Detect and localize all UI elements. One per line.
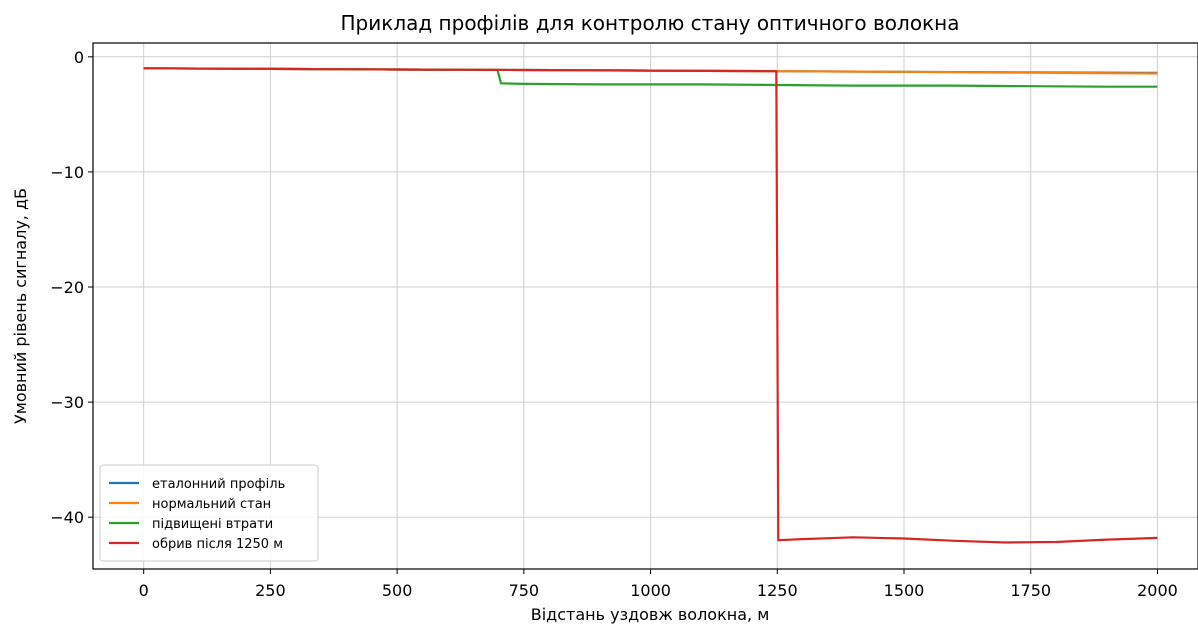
y-tick-label: −30	[50, 393, 84, 412]
x-tick-label: 1750	[1010, 581, 1051, 600]
legend-entry: обрив після 1250 м	[152, 537, 283, 552]
y-tick-label: 0	[74, 48, 84, 67]
x-axis-label: Відстань уздовж волокна, м	[531, 605, 770, 624]
x-tick-label: 500	[382, 581, 413, 600]
x-axis: 0 250 500 750 1000 1250 1500 1750 2000	[139, 569, 1178, 600]
legend: еталонний профіль нормальний стан підвищен…	[99, 464, 319, 562]
y-axis: 0 −10 −20 −30 −40	[50, 48, 93, 527]
x-tick-label: 1250	[757, 581, 798, 600]
plot-frame	[92, 42, 1198, 570]
y-tick-label: −20	[50, 278, 84, 297]
x-tick-label: 2000	[1137, 581, 1178, 600]
x-tick-label: 0	[139, 581, 149, 600]
y-tick-label: −10	[50, 163, 84, 182]
y-tick-label: −40	[50, 508, 84, 527]
x-tick-label: 750	[509, 581, 540, 600]
x-tick-label: 1500	[884, 581, 925, 600]
x-tick-label: 250	[255, 581, 286, 600]
legend-frame	[99, 464, 319, 562]
chart-title: Приклад профілів для контролю стану опти…	[341, 11, 960, 35]
y-axis-label: Умовний рівень сигналу, дБ	[11, 188, 30, 424]
x-tick-label: 1000	[630, 581, 671, 600]
series-line	[143, 67, 1158, 544]
legend-entry: еталонний профіль	[152, 477, 285, 492]
series-lines	[143, 67, 1158, 544]
legend-entry: нормальний стан	[152, 497, 271, 512]
legend-entry: підвищені втрати	[152, 517, 273, 532]
